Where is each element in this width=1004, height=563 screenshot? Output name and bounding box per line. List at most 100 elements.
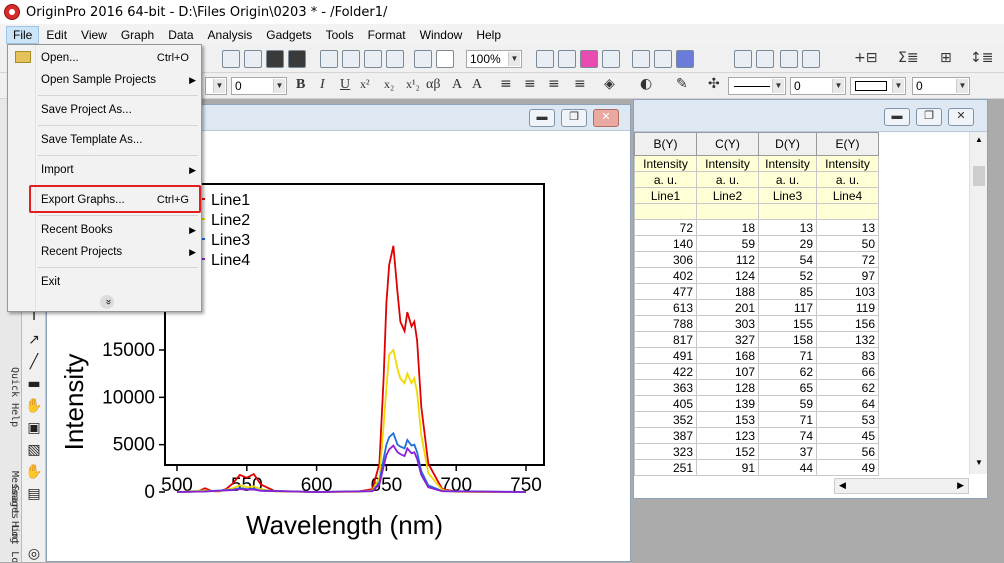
cell[interactable]: 188 [696, 283, 759, 300]
cell[interactable]: 140 [634, 235, 697, 252]
cell[interactable]: 119 [816, 299, 879, 316]
cell[interactable]: 65 [758, 379, 817, 396]
scroll-left-icon[interactable]: ◀ [839, 480, 846, 490]
layer-icon[interactable] [580, 50, 598, 68]
text-tool-icon[interactable]: T [29, 308, 39, 324]
cell[interactable]: 62 [758, 363, 817, 380]
code-builder-icon[interactable] [756, 50, 774, 68]
scroll-down-icon[interactable]: ▼ [975, 458, 983, 467]
cell[interactable]: Line3 [758, 187, 817, 204]
cell[interactable]: Intensity [634, 155, 697, 172]
italic-icon[interactable]: I [320, 77, 325, 92]
print-icon[interactable] [536, 50, 554, 68]
menu-item-open-sample-projects[interactable]: Open Sample Projects ▶ [36, 69, 201, 91]
menu-item-save-project-as[interactable]: Save Project As... [41, 104, 132, 116]
cell[interactable]: 59 [696, 235, 759, 252]
cell[interactable]: 153 [696, 411, 759, 428]
menu-graph[interactable]: Graph [120, 27, 155, 42]
cell[interactable]: 53 [816, 411, 879, 428]
cell[interactable]: 477 [634, 283, 697, 300]
cell[interactable]: 128 [696, 379, 759, 396]
fill-select[interactable]: ▼ [850, 77, 906, 95]
settings-gear-icon[interactable] [824, 50, 842, 68]
line-color-icon[interactable]: ✎ [676, 76, 688, 92]
cell[interactable]: 64 [816, 395, 879, 412]
menu-item-save-template-as[interactable]: Save Template As... [41, 134, 143, 146]
zoom-select[interactable]: 100% ▼ [466, 50, 522, 68]
cell[interactable]: 387 [634, 427, 697, 444]
cell[interactable]: Intensity [696, 155, 759, 172]
column-header[interactable]: C(Y) [696, 132, 759, 156]
statistics-icon[interactable]: ⊞ [940, 50, 952, 66]
minimize-icon[interactable]: ▬ [529, 109, 555, 127]
vertical-scrollbar[interactable]: ▲ ▼ [969, 132, 987, 474]
font-select[interactable]: ▼ [205, 77, 227, 95]
pan-tool-icon[interactable]: ✋ [25, 398, 43, 414]
import-wizard-icon[interactable] [342, 50, 360, 68]
command-window-icon[interactable] [676, 50, 694, 68]
messages-log-tab[interactable]: Messages Log [9, 471, 20, 544]
cell[interactable]: 59 [758, 395, 817, 412]
import-icon[interactable] [320, 50, 338, 68]
align-right-icon[interactable]: ≡ [548, 76, 560, 92]
menu-item-recent-books[interactable]: Recent Books ▶ [36, 219, 201, 241]
align-justify-icon[interactable]: ≡ [574, 76, 586, 92]
minimize-icon[interactable]: ▬ [884, 108, 910, 126]
cell[interactable]: 13 [816, 219, 879, 236]
cell[interactable]: 132 [816, 331, 879, 348]
results-log-icon[interactable] [654, 50, 672, 68]
circle-tool-icon[interactable]: ◎ [27, 546, 41, 562]
align-center-icon[interactable]: ≡ [524, 76, 536, 92]
restore-icon[interactable]: ❐ [916, 108, 942, 126]
cell[interactable]: 251 [634, 459, 697, 476]
cell[interactable]: 158 [758, 331, 817, 348]
scroll-thumb[interactable] [973, 166, 985, 186]
menu-help[interactable]: Help [476, 27, 502, 42]
fill-color-icon[interactable]: ◈ [604, 76, 615, 92]
superscript-icon[interactable]: x² [360, 77, 370, 91]
menu-item-recent-projects[interactable]: Recent Projects ▶ [36, 241, 201, 263]
align-left-icon[interactable]: ≡ [500, 76, 512, 92]
pattern-select[interactable]: 0 ▼ [912, 77, 970, 95]
menu-item-exit[interactable]: Exit [41, 276, 61, 288]
cell[interactable]: 139 [696, 395, 759, 412]
decrease-font-icon[interactable]: A [472, 77, 483, 92]
cell[interactable]: 103 [816, 283, 879, 300]
copy-page-icon[interactable] [602, 50, 620, 68]
cell[interactable]: 45 [816, 427, 879, 444]
line-width-select[interactable]: 0 ▼ [790, 77, 846, 95]
cell[interactable]: 306 [634, 251, 697, 268]
menu-data[interactable]: Data [168, 27, 194, 42]
cell[interactable]: 201 [696, 299, 759, 316]
cell[interactable]: 62 [816, 379, 879, 396]
cell[interactable]: 352 [634, 411, 697, 428]
column-header[interactable]: E(Y) [816, 132, 879, 156]
cell[interactable]: Line4 [816, 187, 879, 204]
cell[interactable]: 66 [816, 363, 879, 380]
properties-icon[interactable] [802, 50, 820, 68]
cell[interactable]: 168 [696, 347, 759, 364]
grid-icon[interactable]: ✣ [708, 76, 720, 92]
open-folder-icon[interactable] [222, 50, 240, 68]
horizontal-scrollbar[interactable]: ◀ ▶ [834, 478, 969, 494]
cell[interactable]: 152 [696, 443, 759, 460]
cell[interactable]: a. u. [816, 171, 879, 188]
cell[interactable]: Intensity [816, 155, 879, 172]
scroll-up-icon[interactable]: ▲ [975, 135, 983, 144]
scroll-right-icon[interactable]: ▶ [957, 480, 964, 490]
menu-item-export-graphs[interactable]: Export Graphs... Ctrl+G [41, 194, 189, 206]
spectrum-chart[interactable]: 500 550 600 650 700 750050001000015000Wavelen… [47, 132, 630, 562]
cell[interactable]: 71 [758, 411, 817, 428]
cell[interactable]: 91 [696, 459, 759, 476]
cell[interactable]: 72 [634, 219, 697, 236]
line-style-select[interactable]: ▼ [728, 77, 786, 95]
arrow-tool-icon[interactable]: ↗ [28, 332, 40, 348]
smart-hint-log-tab[interactable]: Smart Hint Log [9, 485, 20, 562]
cell[interactable]: 323 [634, 443, 697, 460]
cell[interactable] [816, 203, 879, 220]
menu-window[interactable]: Window [419, 27, 463, 42]
menu-analysis[interactable]: Analysis [207, 27, 253, 42]
restore-icon[interactable]: ❐ [561, 109, 587, 127]
recalculate-icon[interactable] [436, 50, 454, 68]
sigma-icon[interactable]: Σ≣ [898, 50, 919, 66]
